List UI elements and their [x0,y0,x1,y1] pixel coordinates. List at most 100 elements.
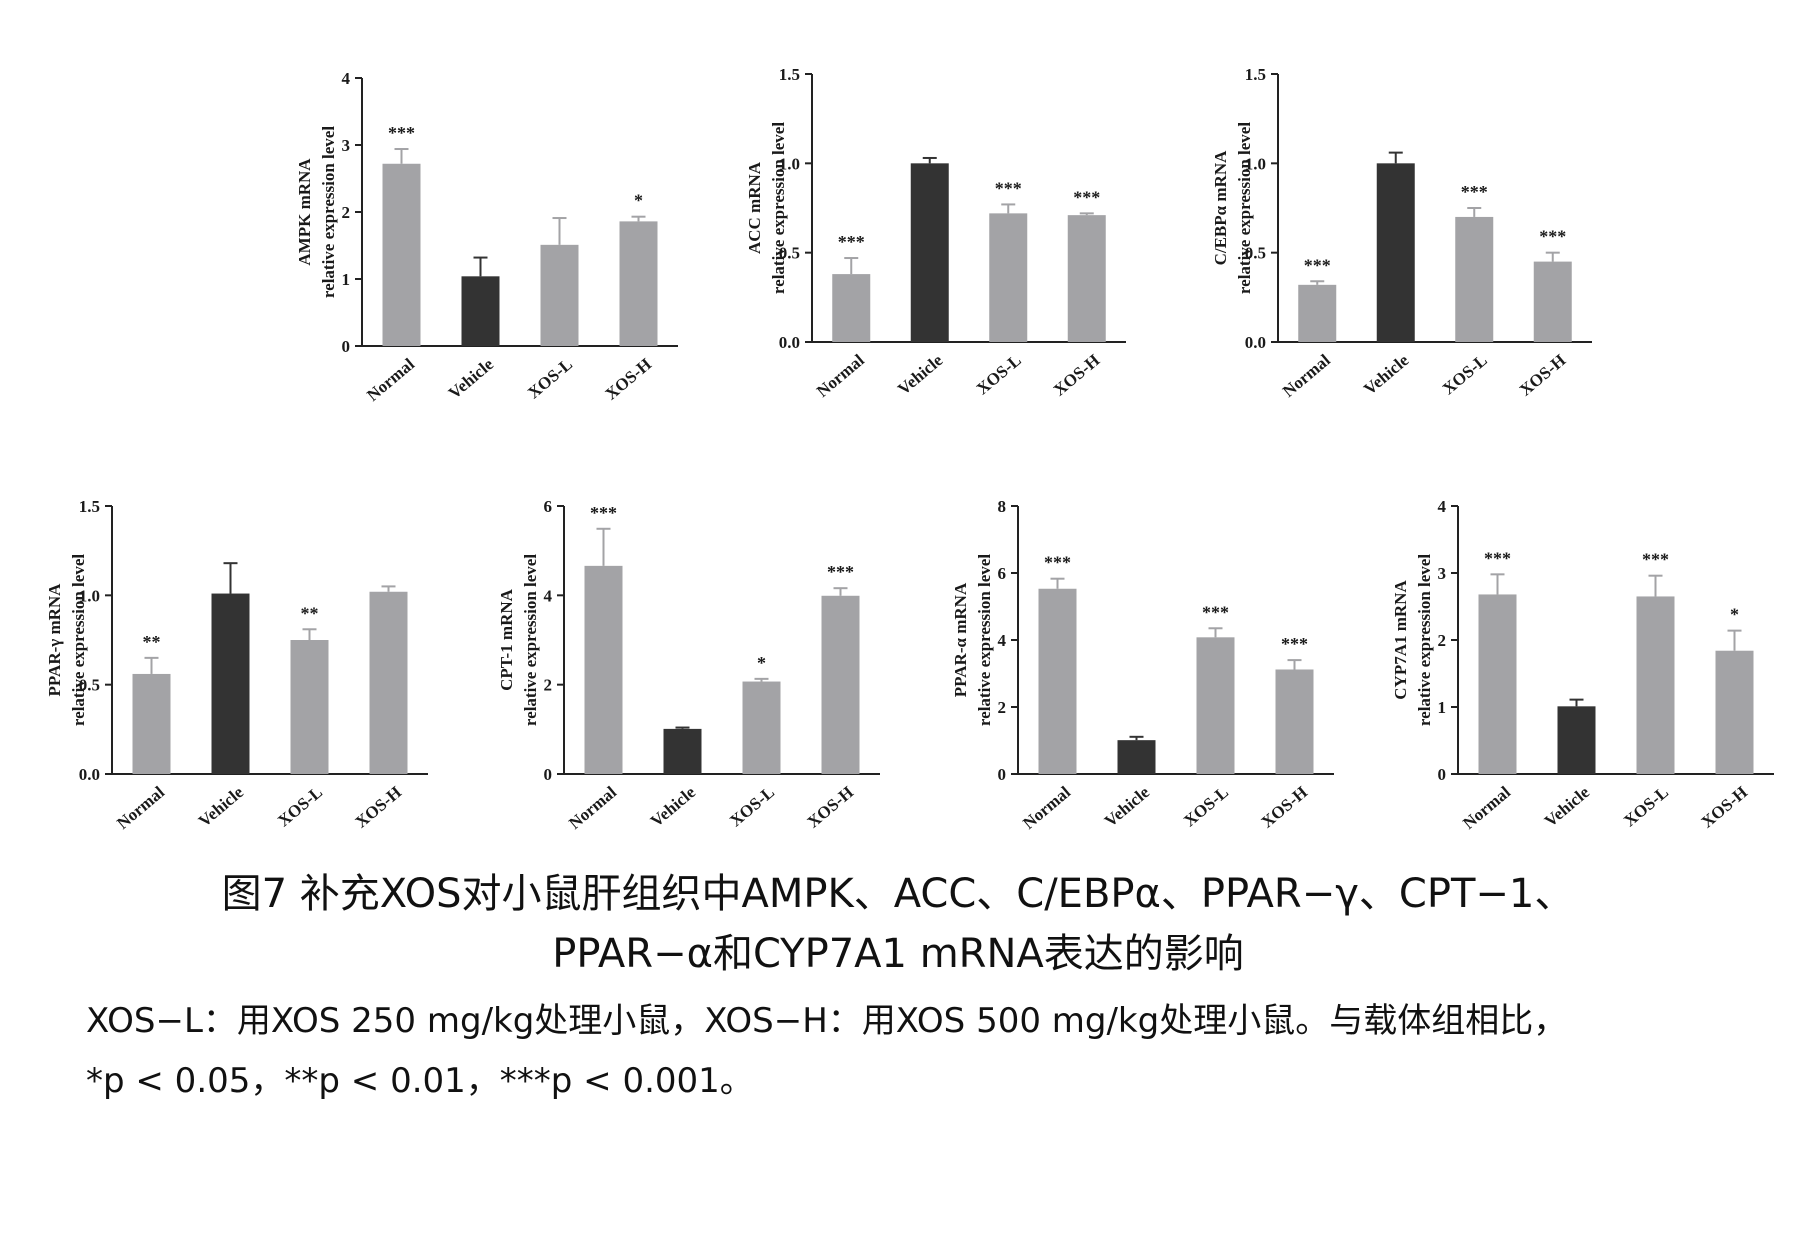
y-axis-sublabel: relative expression level [1415,554,1434,726]
y-axis-label: C/EBPα mRNA [1211,150,1230,266]
y-tick-label: 1 [342,270,351,289]
x-tick-label: XOS-L [524,355,576,403]
significance-marker: *** [1202,602,1229,622]
y-tick-label: 1.5 [779,65,800,84]
y-tick-label: 0.0 [1245,333,1266,352]
y-tick-label: 4 [1438,497,1447,516]
bar-xos-h [619,221,658,346]
bar-xos-l [540,244,579,346]
significance-marker: *** [838,232,865,252]
x-tick-label: Vehicle [1541,782,1594,830]
x-tick-label: XOS-H [804,783,857,832]
significance-marker: *** [1642,550,1669,570]
bar-vehicle [663,728,702,774]
x-tick-label: Normal [1019,782,1074,833]
significance-marker: *** [1539,227,1566,247]
chart-panel-4: 0.0 0.5 1.0 1.5 PPAR-γ mRNA relative expressi… [45,497,428,833]
y-tick-label: 0 [342,337,351,356]
bar-xos-l [742,681,781,774]
y-tick-label: 0.0 [779,333,800,352]
significance-marker: * [1730,605,1739,625]
chart-panel-6: 0 2 4 6 8 PPAR-α mRNA relative expression leve… [951,497,1334,833]
x-tick-label: Normal [813,350,868,401]
y-tick-label: 0 [1438,765,1447,784]
chart-panel-1: 0 1 2 3 4 AMPK mRNA relative expression level *… [295,69,678,405]
bar-xos-l [290,640,329,774]
chart-panel-3: 0.0 0.5 1.0 1.5 C/EBPα mRNA relative expressi… [1211,65,1592,401]
y-tick-label: 2 [544,676,553,695]
x-tick-label: Vehicle [445,354,498,402]
y-axis-label: ACC mRNA [745,161,764,254]
bar-xos-h [1067,215,1106,342]
bar-vehicle [211,593,250,774]
x-tick-label: XOS-H [602,355,655,404]
bar-vehicle [461,276,500,346]
x-tick-label: Vehicle [1360,350,1413,398]
significance-marker: *** [827,562,854,582]
bar-vehicle [910,163,949,342]
y-axis-label: AMPK mRNA [295,158,314,266]
bar-normal [1298,284,1337,342]
y-tick-label: 2 [998,698,1007,717]
bar-xos-h [1533,261,1572,342]
significance-marker: *** [995,178,1022,198]
bar-vehicle [1376,163,1415,342]
x-tick-label: Vehicle [647,782,700,830]
x-tick-label: XOS-H [1050,351,1103,400]
x-tick-label: Vehicle [894,350,947,398]
figure-panels: 0 1 2 3 4 AMPK mRNA relative expression level *… [45,65,1774,833]
x-tick-label: Normal [363,354,418,405]
y-tick-label: 2 [1438,631,1447,650]
bar-xos-l [1455,216,1494,342]
y-tick-label: 1.0 [779,154,800,173]
bar-xos-l [989,213,1028,342]
x-tick-label: Normal [1279,350,1334,401]
bar-normal [1038,588,1077,774]
y-tick-label: 6 [544,497,553,516]
y-axis-sublabel: relative expression level [769,122,788,294]
chart-panel-5: 0 2 4 6 CPT-1 mRNA relative expression level *… [497,497,880,833]
figure-caption-title-line1: 图7 补充XOS对小鼠肝组织中AMPK、ACC、C/EBPα、PPAR−γ、CP… [221,871,1575,917]
x-tick-label: Normal [113,782,168,833]
y-axis-sublabel: relative expression level [69,554,88,726]
y-axis-sublabel: relative expression level [521,554,540,726]
y-axis-label: CYP7A1 mRNA [1391,580,1410,700]
y-tick-label: 6 [998,564,1007,583]
y-tick-label: 8 [998,497,1007,516]
y-tick-label: 0.5 [779,244,800,263]
x-tick-label: XOS-H [352,783,405,832]
significance-marker: ** [143,632,161,652]
bar-xos-l [1636,596,1675,774]
bar-xos-h [1715,650,1754,774]
y-tick-label: 1.5 [79,497,100,516]
bar-vehicle [1557,706,1596,774]
significance-marker: *** [388,123,415,143]
bar-normal [832,274,871,342]
y-tick-label: 3 [342,136,351,155]
y-tick-label: 4 [342,69,351,88]
x-tick-label: XOS-H [1258,783,1311,832]
y-axis-sublabel: relative expression level [319,126,338,298]
y-tick-label: 1.5 [1245,65,1266,84]
significance-marker: *** [1281,634,1308,654]
y-tick-label: 1 [1438,698,1447,717]
y-tick-label: 4 [544,586,553,605]
significance-marker: ** [301,603,319,623]
bar-xos-l [1196,637,1235,774]
x-tick-label: Normal [1459,782,1514,833]
y-tick-label: 2 [342,203,351,222]
figure-note-line1: XOS−L：用XOS 250 mg/kg处理小鼠，XOS−H：用XOS 500 … [86,1001,1568,1041]
bar-xos-h [369,591,408,774]
y-axis-label: PPAR-α mRNA [951,582,970,697]
significance-marker: *** [1304,255,1331,275]
significance-marker: *** [1484,548,1511,568]
y-tick-label: 0 [998,765,1007,784]
y-tick-label: 1.0 [1245,154,1266,173]
y-tick-label: 3 [1438,564,1447,583]
significance-marker: *** [1044,553,1071,573]
x-tick-label: XOS-L [973,351,1025,399]
y-tick-label: 0 [544,765,553,784]
y-tick-label: 0.0 [79,765,100,784]
bar-vehicle [1117,740,1156,774]
significance-marker: *** [1073,187,1100,207]
